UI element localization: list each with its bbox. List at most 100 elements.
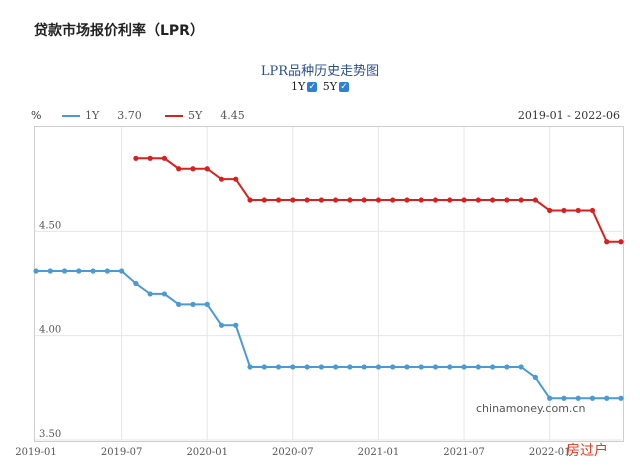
data-point-5y bbox=[233, 176, 239, 182]
data-point-1y bbox=[447, 364, 453, 370]
data-point-5y bbox=[532, 197, 538, 203]
data-point-5y bbox=[504, 197, 510, 203]
legend-value-5y: 4.45 bbox=[220, 109, 245, 122]
data-point-1y bbox=[518, 364, 524, 370]
checkbox-checked-icon[interactable]: ✓ bbox=[307, 81, 318, 92]
y-tick-label: 3.50 bbox=[39, 429, 61, 440]
data-point-1y bbox=[176, 301, 182, 307]
data-point-5y bbox=[432, 197, 439, 203]
data-point-5y bbox=[133, 155, 139, 161]
data-point-1y bbox=[318, 364, 324, 370]
data-point-5y bbox=[618, 239, 624, 245]
data-point-1y bbox=[375, 364, 382, 370]
data-point-5y bbox=[304, 197, 310, 203]
data-point-1y bbox=[204, 301, 210, 307]
data-point-1y bbox=[418, 364, 424, 370]
data-point-5y bbox=[489, 197, 496, 203]
data-point-5y bbox=[261, 197, 267, 203]
data-point-1y bbox=[304, 364, 310, 370]
data-point-1y bbox=[247, 364, 253, 370]
legend-item-5y[interactable]: 5Y 4.45 bbox=[165, 109, 245, 122]
legend-line-1y bbox=[62, 114, 80, 117]
data-point-5y bbox=[589, 207, 596, 214]
data-point-1y bbox=[61, 268, 68, 274]
legend-label-1y: 1Y bbox=[85, 109, 100, 122]
x-tick-label: 2021-01 bbox=[358, 447, 400, 458]
data-point-1y bbox=[119, 268, 125, 274]
toggle-5y-label: 5Y bbox=[322, 80, 338, 93]
data-point-1y bbox=[333, 364, 339, 370]
y-tick-label: 4.50 bbox=[39, 220, 61, 231]
data-point-5y bbox=[575, 207, 581, 214]
data-point-5y bbox=[275, 197, 282, 203]
data-point-1y bbox=[461, 364, 467, 370]
toggle-1y-label: 1Y bbox=[290, 80, 306, 93]
data-point-1y bbox=[233, 322, 239, 328]
x-tick-label: 2019-01 bbox=[15, 447, 57, 458]
y-tick-label: 4.00 bbox=[39, 325, 61, 336]
watermark: chinamoney.com.cn bbox=[476, 402, 586, 415]
data-point-1y bbox=[33, 268, 39, 274]
data-point-1y bbox=[190, 301, 196, 307]
data-point-1y bbox=[47, 268, 53, 274]
data-point-5y bbox=[447, 197, 453, 203]
data-point-5y bbox=[404, 197, 410, 203]
data-point-5y bbox=[604, 239, 610, 245]
date-range: 2019-01 - 2022-06 bbox=[517, 109, 620, 122]
data-point-5y bbox=[147, 155, 153, 161]
page-title: 贷款市场报价利率（LPR） bbox=[34, 23, 204, 39]
data-point-5y bbox=[390, 197, 396, 203]
data-point-5y bbox=[190, 166, 196, 172]
x-tick-label: 2021-07 bbox=[443, 447, 485, 458]
toggle-1y[interactable]: 1Y ✓ bbox=[290, 80, 318, 93]
data-point-1y bbox=[504, 364, 510, 370]
data-point-1y bbox=[218, 322, 225, 328]
x-tick-label: 2020-01 bbox=[186, 447, 228, 458]
data-point-1y bbox=[147, 291, 153, 297]
plot-frame bbox=[34, 126, 624, 442]
data-point-1y bbox=[90, 268, 96, 274]
data-point-1y bbox=[261, 364, 267, 370]
data-point-1y bbox=[133, 280, 139, 287]
data-point-5y bbox=[176, 166, 182, 172]
data-point-1y bbox=[76, 268, 82, 274]
legend-label-5y: 5Y bbox=[188, 109, 203, 122]
data-point-1y bbox=[275, 364, 282, 370]
toggle-5y[interactable]: 5Y ✓ bbox=[322, 80, 350, 93]
data-point-1y bbox=[475, 364, 481, 370]
x-tick-label: 2020-07 bbox=[272, 447, 314, 458]
stamp-watermark: 房过户 bbox=[566, 443, 608, 459]
data-point-1y bbox=[547, 395, 553, 401]
series-line-1y bbox=[36, 269, 621, 400]
data-point-1y bbox=[604, 395, 610, 401]
data-point-5y bbox=[161, 155, 168, 161]
data-point-5y bbox=[561, 207, 567, 214]
data-point-5y bbox=[333, 197, 339, 203]
data-point-1y bbox=[161, 291, 168, 297]
legend-item-1y[interactable]: 1Y 3.70 bbox=[62, 109, 142, 122]
data-point-1y bbox=[390, 364, 396, 370]
data-point-1y bbox=[589, 395, 596, 401]
data-point-1y bbox=[432, 364, 439, 370]
data-point-1y bbox=[347, 364, 353, 370]
legend-value-1y: 3.70 bbox=[117, 109, 142, 122]
checkbox-checked-icon[interactable]: ✓ bbox=[339, 81, 350, 92]
data-point-5y bbox=[461, 197, 467, 203]
data-point-1y bbox=[104, 268, 110, 274]
legend-line-5y bbox=[165, 114, 183, 117]
data-point-5y bbox=[518, 197, 524, 203]
y-axis-unit: % bbox=[31, 109, 42, 122]
data-point-5y bbox=[375, 197, 382, 203]
data-point-1y bbox=[489, 364, 496, 370]
data-point-5y bbox=[318, 197, 324, 203]
series-toggles: 1Y ✓ 5Y ✓ bbox=[0, 80, 640, 93]
data-point-5y bbox=[347, 197, 353, 203]
x-tick-label: 2022-01 bbox=[529, 447, 571, 458]
data-point-1y bbox=[290, 364, 296, 370]
data-point-5y bbox=[218, 176, 225, 182]
data-point-1y bbox=[618, 395, 624, 401]
chart-title: LPR品种历史走势图 bbox=[260, 64, 380, 79]
data-point-5y bbox=[418, 197, 424, 203]
data-point-5y bbox=[361, 197, 367, 203]
